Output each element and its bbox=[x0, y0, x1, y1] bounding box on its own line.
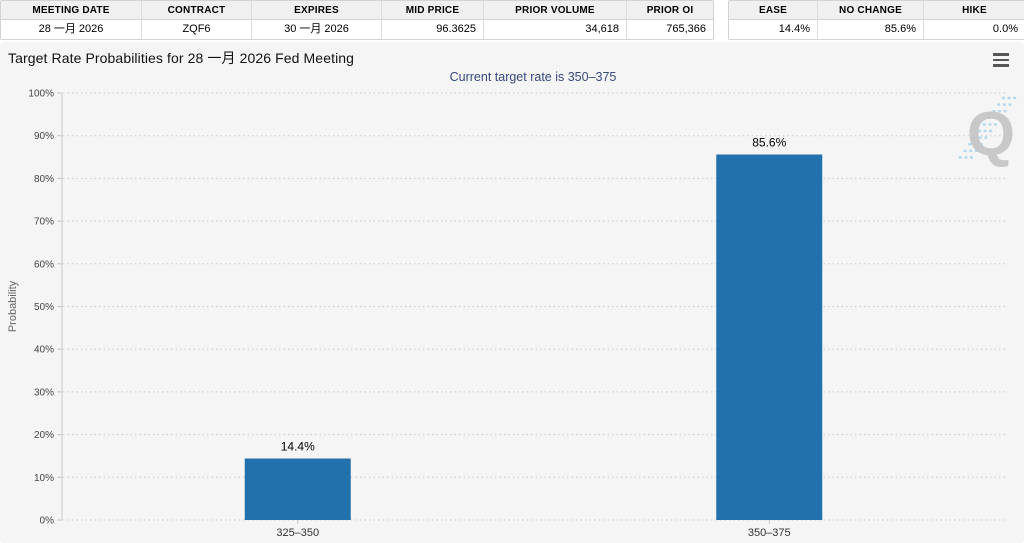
fedwatch-chart-panel: 0% 10% 20% 30% 40% 50% 60% 70% 80% 90% 100% Probabi… bbox=[0, 42, 1024, 543]
rate-move-probabilities-value-no-change: 85.6% bbox=[817, 20, 923, 39]
chart-subtitle: Current target rate is 350–375 bbox=[449, 70, 617, 84]
contract-summary-header-expires: EXPIRES bbox=[251, 1, 381, 20]
x-axis-category-label: 325–350 bbox=[276, 527, 319, 539]
bar-value-label: 14.4% bbox=[281, 440, 315, 454]
y-axis-tick-label: 40% bbox=[34, 345, 54, 356]
top-tables: MEETING DATE CONTRACT EXPIRES MID PRICE PRIO… bbox=[0, 0, 1024, 40]
y-axis-tick-label: 90% bbox=[34, 131, 54, 142]
rate-move-probabilities-header-no-change: NO CHANGE bbox=[817, 1, 923, 20]
y-axis-tick-label: 0% bbox=[40, 516, 55, 527]
y-axis-tick-label: 80% bbox=[34, 174, 54, 185]
contract-summary-value-row: 28 一月 2026 ZQF6 30 一月 2026 96.3625 34,618 765… bbox=[1, 20, 713, 39]
rate-move-probabilities-header-hike: HIKE bbox=[923, 1, 1024, 20]
contract-summary-header-prior-oi: PRIOR OI bbox=[626, 1, 713, 20]
contract-summary-value-expires: 30 一月 2026 bbox=[251, 20, 381, 39]
y-axis-tick-label: 60% bbox=[34, 259, 54, 270]
contract-summary-value-meeting-date: 28 一月 2026 bbox=[1, 20, 141, 39]
y-axis-tick-label: 20% bbox=[34, 430, 54, 441]
hamburger-menu-icon bbox=[993, 53, 1009, 56]
contract-summary-header-mid-price: MID PRICE bbox=[381, 1, 483, 20]
x-axis-category-label: 350–375 bbox=[748, 527, 791, 539]
y-axis-title: Probability bbox=[7, 280, 19, 332]
contract-summary-value-prior-oi: 765,366 bbox=[626, 20, 713, 39]
rate-move-probabilities-value-row: 14.4% 85.6% 0.0% bbox=[729, 20, 1024, 39]
rate-move-table: EASE NO CHANGE HIKE 14.4% 85.6% 0.0% bbox=[728, 0, 1024, 40]
contract-summary-table: MEETING DATE CONTRACT EXPIRES MID PRICE PRIO… bbox=[0, 0, 714, 40]
contract-summary-value-contract: ZQF6 bbox=[141, 20, 251, 39]
y-axis-tick-label: 70% bbox=[34, 217, 54, 228]
chart-title: Target Rate Probabilities for 28 一月 2026… bbox=[8, 50, 355, 66]
quikstrike-watermark-q-icon: Q bbox=[967, 100, 1015, 169]
rate-move-probabilities-header-ease: EASE bbox=[729, 1, 817, 20]
bar-value-label: 85.6% bbox=[752, 135, 786, 149]
contract-summary-header-prior-volume: PRIOR VOLUME bbox=[483, 1, 626, 20]
bar-325–350[interactable] bbox=[244, 458, 351, 520]
y-axis-tick-label: 100% bbox=[28, 89, 54, 100]
y-axis-tick-label: 30% bbox=[34, 387, 54, 398]
rate-move-probabilities-value-hike: 0.0% bbox=[923, 20, 1024, 39]
chart-context-menu-button[interactable] bbox=[990, 51, 1012, 69]
probability-bar-chart: 0% 10% 20% 30% 40% 50% 60% 70% 80% 90% 100% Probabi… bbox=[7, 89, 1018, 539]
contract-summary-value-prior-volume: 34,618 bbox=[483, 20, 626, 39]
contract-summary-header-meeting-date: MEETING DATE bbox=[1, 1, 141, 20]
contract-summary-header-row: MEETING DATE CONTRACT EXPIRES MID PRICE PRIO… bbox=[1, 1, 713, 20]
y-axis-tick-label: 50% bbox=[34, 302, 54, 313]
rate-move-probabilities-header-row: EASE NO CHANGE HIKE bbox=[729, 1, 1024, 20]
y-axis-tick-label: 10% bbox=[34, 473, 54, 484]
contract-summary-header-contract: CONTRACT bbox=[141, 1, 251, 20]
bar-350–375[interactable] bbox=[716, 154, 823, 520]
rate-move-probabilities-value-ease: 14.4% bbox=[729, 20, 817, 39]
contract-summary-value-mid-price: 96.3625 bbox=[381, 20, 483, 39]
